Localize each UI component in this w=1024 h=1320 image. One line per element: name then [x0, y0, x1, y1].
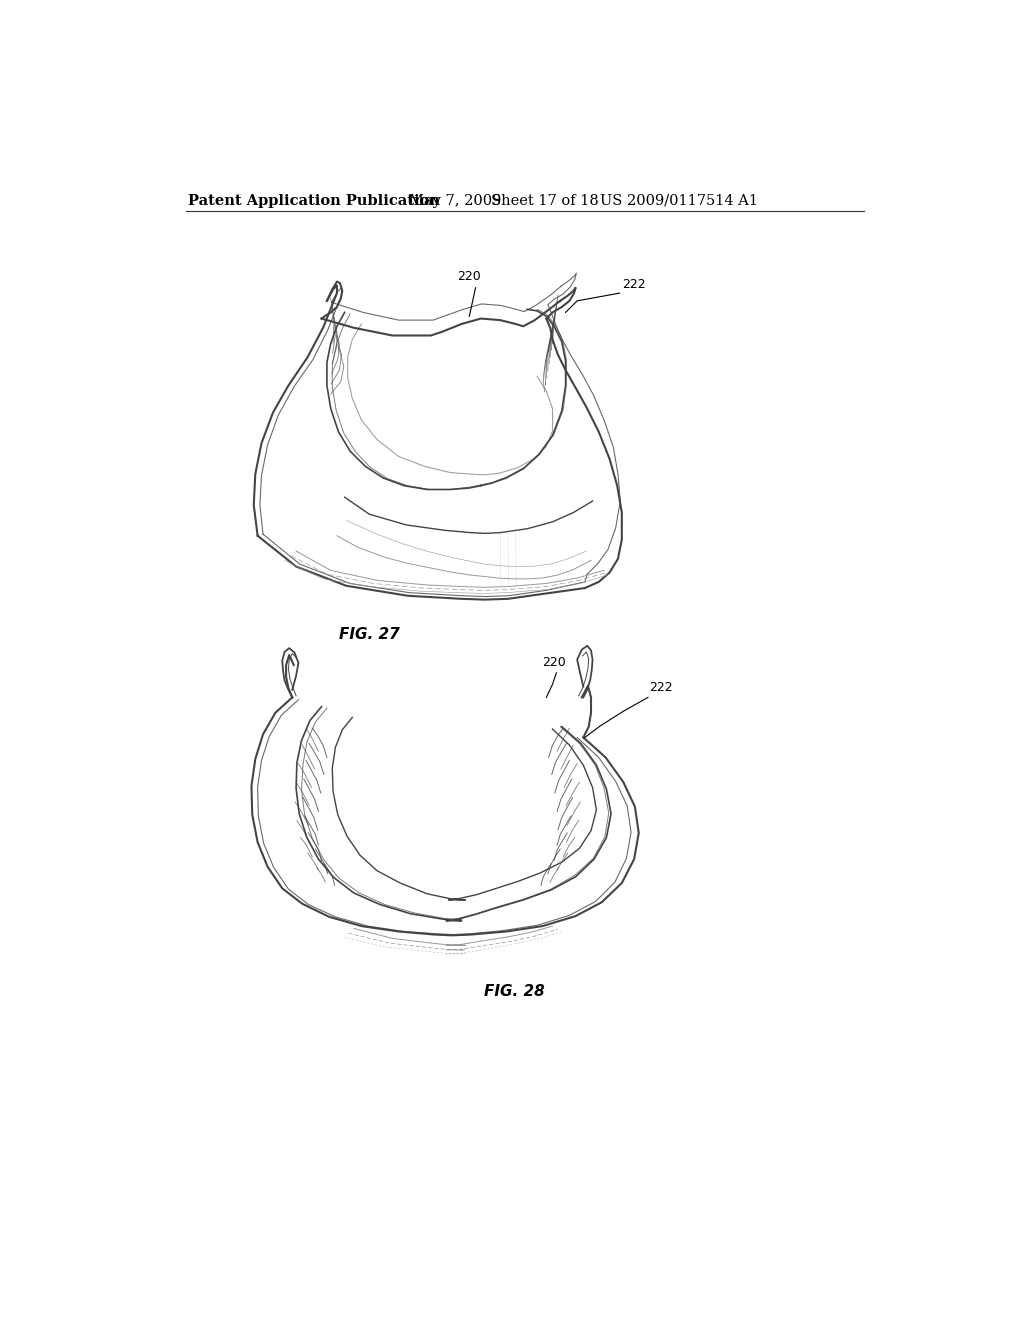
Text: Sheet 17 of 18: Sheet 17 of 18: [490, 194, 599, 207]
Text: 220: 220: [458, 271, 481, 284]
Text: FIG. 28: FIG. 28: [483, 983, 545, 999]
Text: 222: 222: [649, 681, 673, 694]
Text: Patent Application Publication: Patent Application Publication: [188, 194, 440, 207]
Text: 222: 222: [622, 277, 645, 290]
Text: US 2009/0117514 A1: US 2009/0117514 A1: [600, 194, 758, 207]
Text: 220: 220: [542, 656, 566, 669]
Text: FIG. 27: FIG. 27: [339, 627, 399, 642]
Text: May 7, 2009: May 7, 2009: [410, 194, 502, 207]
